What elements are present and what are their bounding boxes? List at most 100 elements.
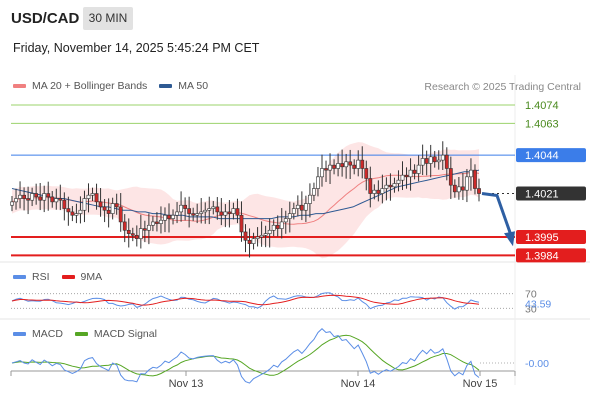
candle-body [42,193,47,201]
ma20-legend-label: MA 20 + Bollinger Bands [32,80,148,92]
candle-body [223,211,228,216]
candle-body [26,198,31,201]
candle-body [444,154,449,169]
level-label-resistance: 1.4063 [525,118,559,130]
main-legend: MA 20 + Bollinger Bands MA 50 [13,80,208,92]
candle-body [267,229,272,234]
candle-body [70,211,75,216]
ma50-line [11,169,480,220]
candle-body [368,178,373,194]
level-label-support: 1.3984 [525,250,559,262]
candle-body [456,186,461,193]
candle-body [332,164,336,169]
candle-body [30,193,35,201]
candle-body [118,206,123,223]
rsi-ma-line [11,294,480,306]
level-badge-support [516,248,586,263]
candle-body [299,204,304,211]
candle-body [396,179,401,184]
candle-body [376,189,381,194]
rsi-legend-label: RSI [32,271,50,283]
candle-body [231,208,236,214]
candle-body [94,193,99,203]
candle-body [271,224,276,231]
candle-body [14,198,18,203]
candle-body [179,204,183,213]
candle-body [34,193,39,198]
rsi-ma-legend-label: 9MA [80,271,103,283]
candle-body [316,176,320,189]
level-label-pivot: 1.4044 [525,150,559,162]
candle-body [187,208,192,214]
candle-body [428,156,433,164]
candle-body [408,169,413,178]
candle-body [448,168,453,186]
candle-body [110,203,115,214]
candle-body [380,188,385,194]
candle-body [138,228,143,239]
candle-body [62,199,67,209]
candle-body [191,213,196,216]
candle-body [227,211,232,214]
candle-body [364,168,369,179]
candle-body [404,174,409,178]
candle-body [102,206,107,211]
candle-body [243,231,248,241]
candle-body [159,219,163,224]
candle-body [211,206,216,209]
rsi-ref-label: 70 [525,289,537,301]
candle-body [195,213,200,216]
macd-legend-swatch [13,332,26,336]
candle-body [436,159,441,163]
candle-body [90,193,95,196]
candle-body [175,211,179,216]
candle-body [283,218,288,223]
x-tick-label: Nov 15 [463,378,498,390]
candle-body [219,211,224,216]
candle-body [344,161,349,168]
candle-body [82,198,87,211]
macd-line [11,328,480,384]
candle-body [469,169,473,178]
candle-body [251,238,256,244]
candle-body [416,164,421,174]
candle-body [18,194,22,199]
candle-body [134,234,139,239]
candle-body [388,184,393,188]
candle-body [10,201,14,206]
candle-body [54,198,59,203]
candle-body [440,154,445,161]
forecast-arrow-head [504,231,515,247]
candle-body [114,203,119,208]
candle-body [155,221,159,224]
candle-body [98,201,103,208]
candle-body [183,204,188,209]
candle-body [352,164,357,169]
candle-body [308,194,312,204]
candle-body [167,214,171,219]
candle-body [58,198,63,201]
timeframe-badge[interactable]: 30 MIN [83,7,133,30]
candle-body [279,221,284,229]
candle-body [465,176,469,191]
candle-body [122,221,127,231]
candle-body [303,203,308,211]
level-label-resistance: 1.4074 [525,100,559,112]
candle-body [424,158,429,164]
candle-body [146,224,151,231]
candle-body [203,209,208,213]
x-tick-label: Nov 13 [169,378,204,390]
level-badge-support [516,229,586,244]
candle-body [235,208,240,216]
candle-body [38,196,43,201]
candle-body [50,196,55,203]
candle-body [142,228,147,231]
candle-body [86,194,91,199]
candle-body [163,214,167,221]
rsi-legend-swatch [13,275,26,279]
ma20-legend-swatch [13,84,26,88]
macd-signal-legend-swatch [74,332,88,336]
candle-body [392,183,397,188]
ma50-legend-swatch [159,84,173,88]
